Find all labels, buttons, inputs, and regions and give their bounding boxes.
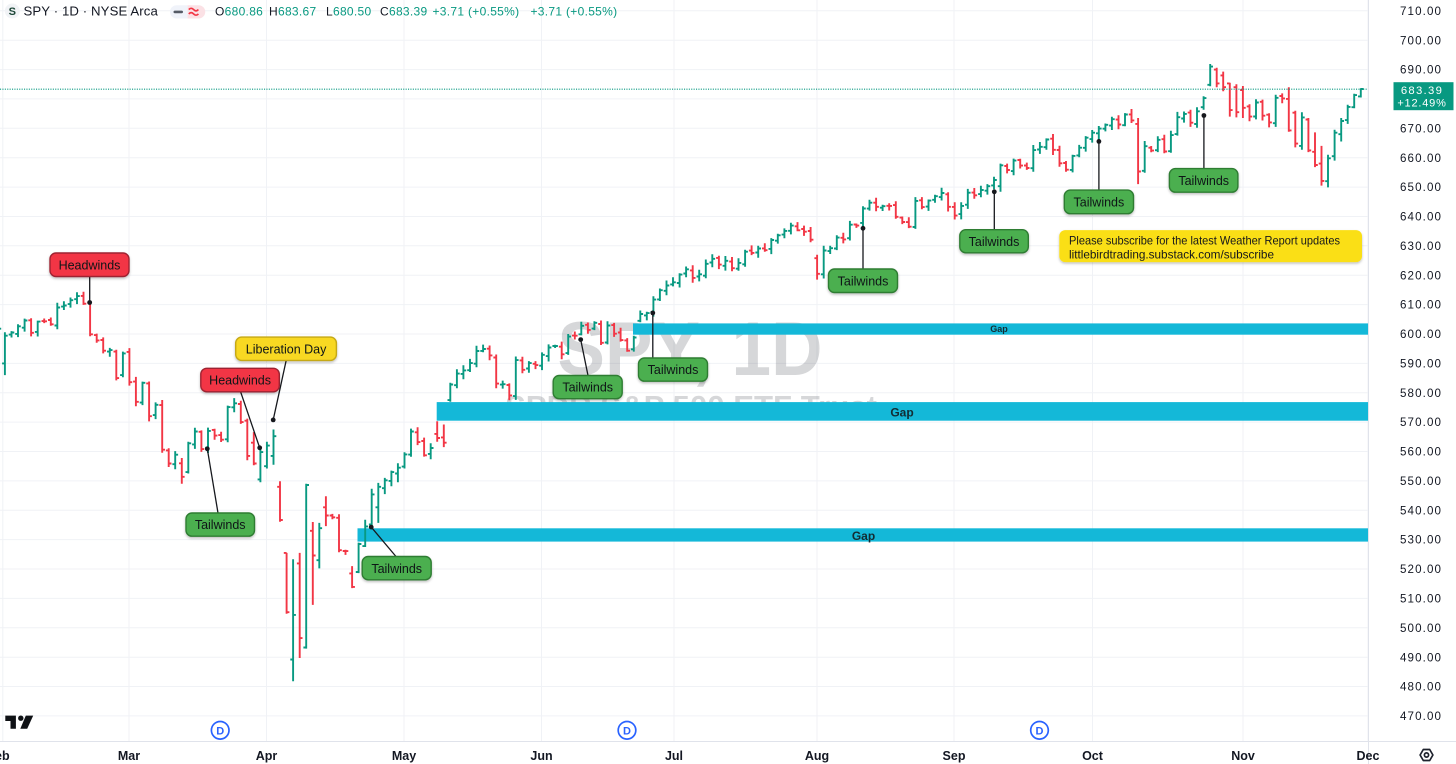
svg-text:Liberation Day: Liberation Day (246, 342, 327, 356)
svg-text:SPY · 1D · NYSE Arca: SPY · 1D · NYSE Arca (24, 4, 159, 19)
svg-text:660.00: 660.00 (1400, 152, 1442, 165)
svg-text:490.00: 490.00 (1400, 651, 1442, 664)
svg-text:Gap: Gap (890, 406, 913, 420)
svg-text:520.00: 520.00 (1400, 563, 1442, 576)
svg-text:570.00: 570.00 (1400, 416, 1442, 429)
svg-text:710.00: 710.00 (1400, 5, 1442, 18)
svg-text:Mar: Mar (118, 749, 140, 763)
svg-text:Gap: Gap (990, 324, 1008, 334)
svg-text:Dec: Dec (1357, 749, 1380, 763)
svg-text:670.00: 670.00 (1400, 122, 1442, 135)
svg-text:500.00: 500.00 (1400, 622, 1442, 635)
svg-text:Headwinds: Headwinds (59, 258, 121, 272)
svg-text:Nov: Nov (1231, 749, 1255, 763)
svg-text:+3.71 (+0.55%): +3.71 (+0.55%) (433, 4, 520, 18)
svg-text:700.00: 700.00 (1400, 34, 1442, 47)
svg-text:610.00: 610.00 (1400, 299, 1442, 312)
svg-text:Tailwinds: Tailwinds (1178, 174, 1229, 188)
svg-text:470.00: 470.00 (1400, 710, 1442, 723)
svg-text:Tailwinds: Tailwinds (371, 562, 422, 576)
svg-text:Tailwinds: Tailwinds (1074, 196, 1125, 210)
svg-text:Please subscribe for the lates: Please subscribe for the latest Weather … (1069, 234, 1340, 247)
svg-text:Tailwinds: Tailwinds (562, 381, 613, 395)
svg-text:C683.39: C683.39 (380, 4, 427, 18)
svg-text:480.00: 480.00 (1400, 681, 1442, 694)
svg-text:Tailwinds: Tailwinds (648, 363, 699, 377)
svg-text:Tailwinds: Tailwinds (195, 518, 246, 532)
svg-text:S: S (9, 6, 16, 18)
svg-text:Jun: Jun (530, 749, 552, 763)
svg-text:600.00: 600.00 (1400, 328, 1442, 341)
svg-text:540.00: 540.00 (1400, 504, 1442, 517)
svg-text:620.00: 620.00 (1400, 269, 1442, 282)
svg-text:+12.49%: +12.49% (1397, 98, 1446, 110)
svg-text:L680.50: L680.50 (326, 4, 372, 18)
svg-text:May: May (392, 749, 416, 763)
svg-text:D: D (1036, 726, 1044, 738)
svg-text:580.00: 580.00 (1400, 387, 1442, 400)
svg-text:640.00: 640.00 (1400, 211, 1442, 224)
svg-text:Headwinds: Headwinds (209, 374, 271, 388)
svg-text:510.00: 510.00 (1400, 593, 1442, 606)
svg-text:Oct: Oct (1082, 749, 1104, 763)
svg-text:Apr: Apr (256, 749, 278, 763)
svg-text:550.00: 550.00 (1400, 475, 1442, 488)
svg-text:630.00: 630.00 (1400, 240, 1442, 253)
svg-text:O680.86: O680.86 (215, 4, 263, 18)
svg-text:Aug: Aug (805, 749, 829, 763)
svg-text:690.00: 690.00 (1400, 64, 1442, 77)
svg-text:590.00: 590.00 (1400, 358, 1442, 371)
svg-text:Tailwinds: Tailwinds (969, 235, 1020, 249)
svg-text:683.39: 683.39 (1401, 85, 1443, 97)
svg-text:D: D (216, 726, 224, 738)
svg-text:D: D (623, 726, 631, 738)
svg-text:560.00: 560.00 (1400, 446, 1442, 459)
svg-text:littlebirdtrading.substack.com: littlebirdtrading.substack.com/subscribe (1069, 248, 1274, 261)
svg-text:Feb: Feb (0, 749, 10, 763)
svg-text:Jul: Jul (665, 749, 683, 763)
svg-text:Sep: Sep (943, 749, 966, 763)
svg-text:Gap: Gap (852, 529, 875, 543)
svg-text:530.00: 530.00 (1400, 534, 1442, 547)
svg-text:650.00: 650.00 (1400, 181, 1442, 194)
svg-text:+3.71 (+0.55%): +3.71 (+0.55%) (531, 4, 618, 18)
svg-text:Tailwinds: Tailwinds (838, 274, 889, 288)
svg-text:H683.67: H683.67 (269, 4, 316, 18)
